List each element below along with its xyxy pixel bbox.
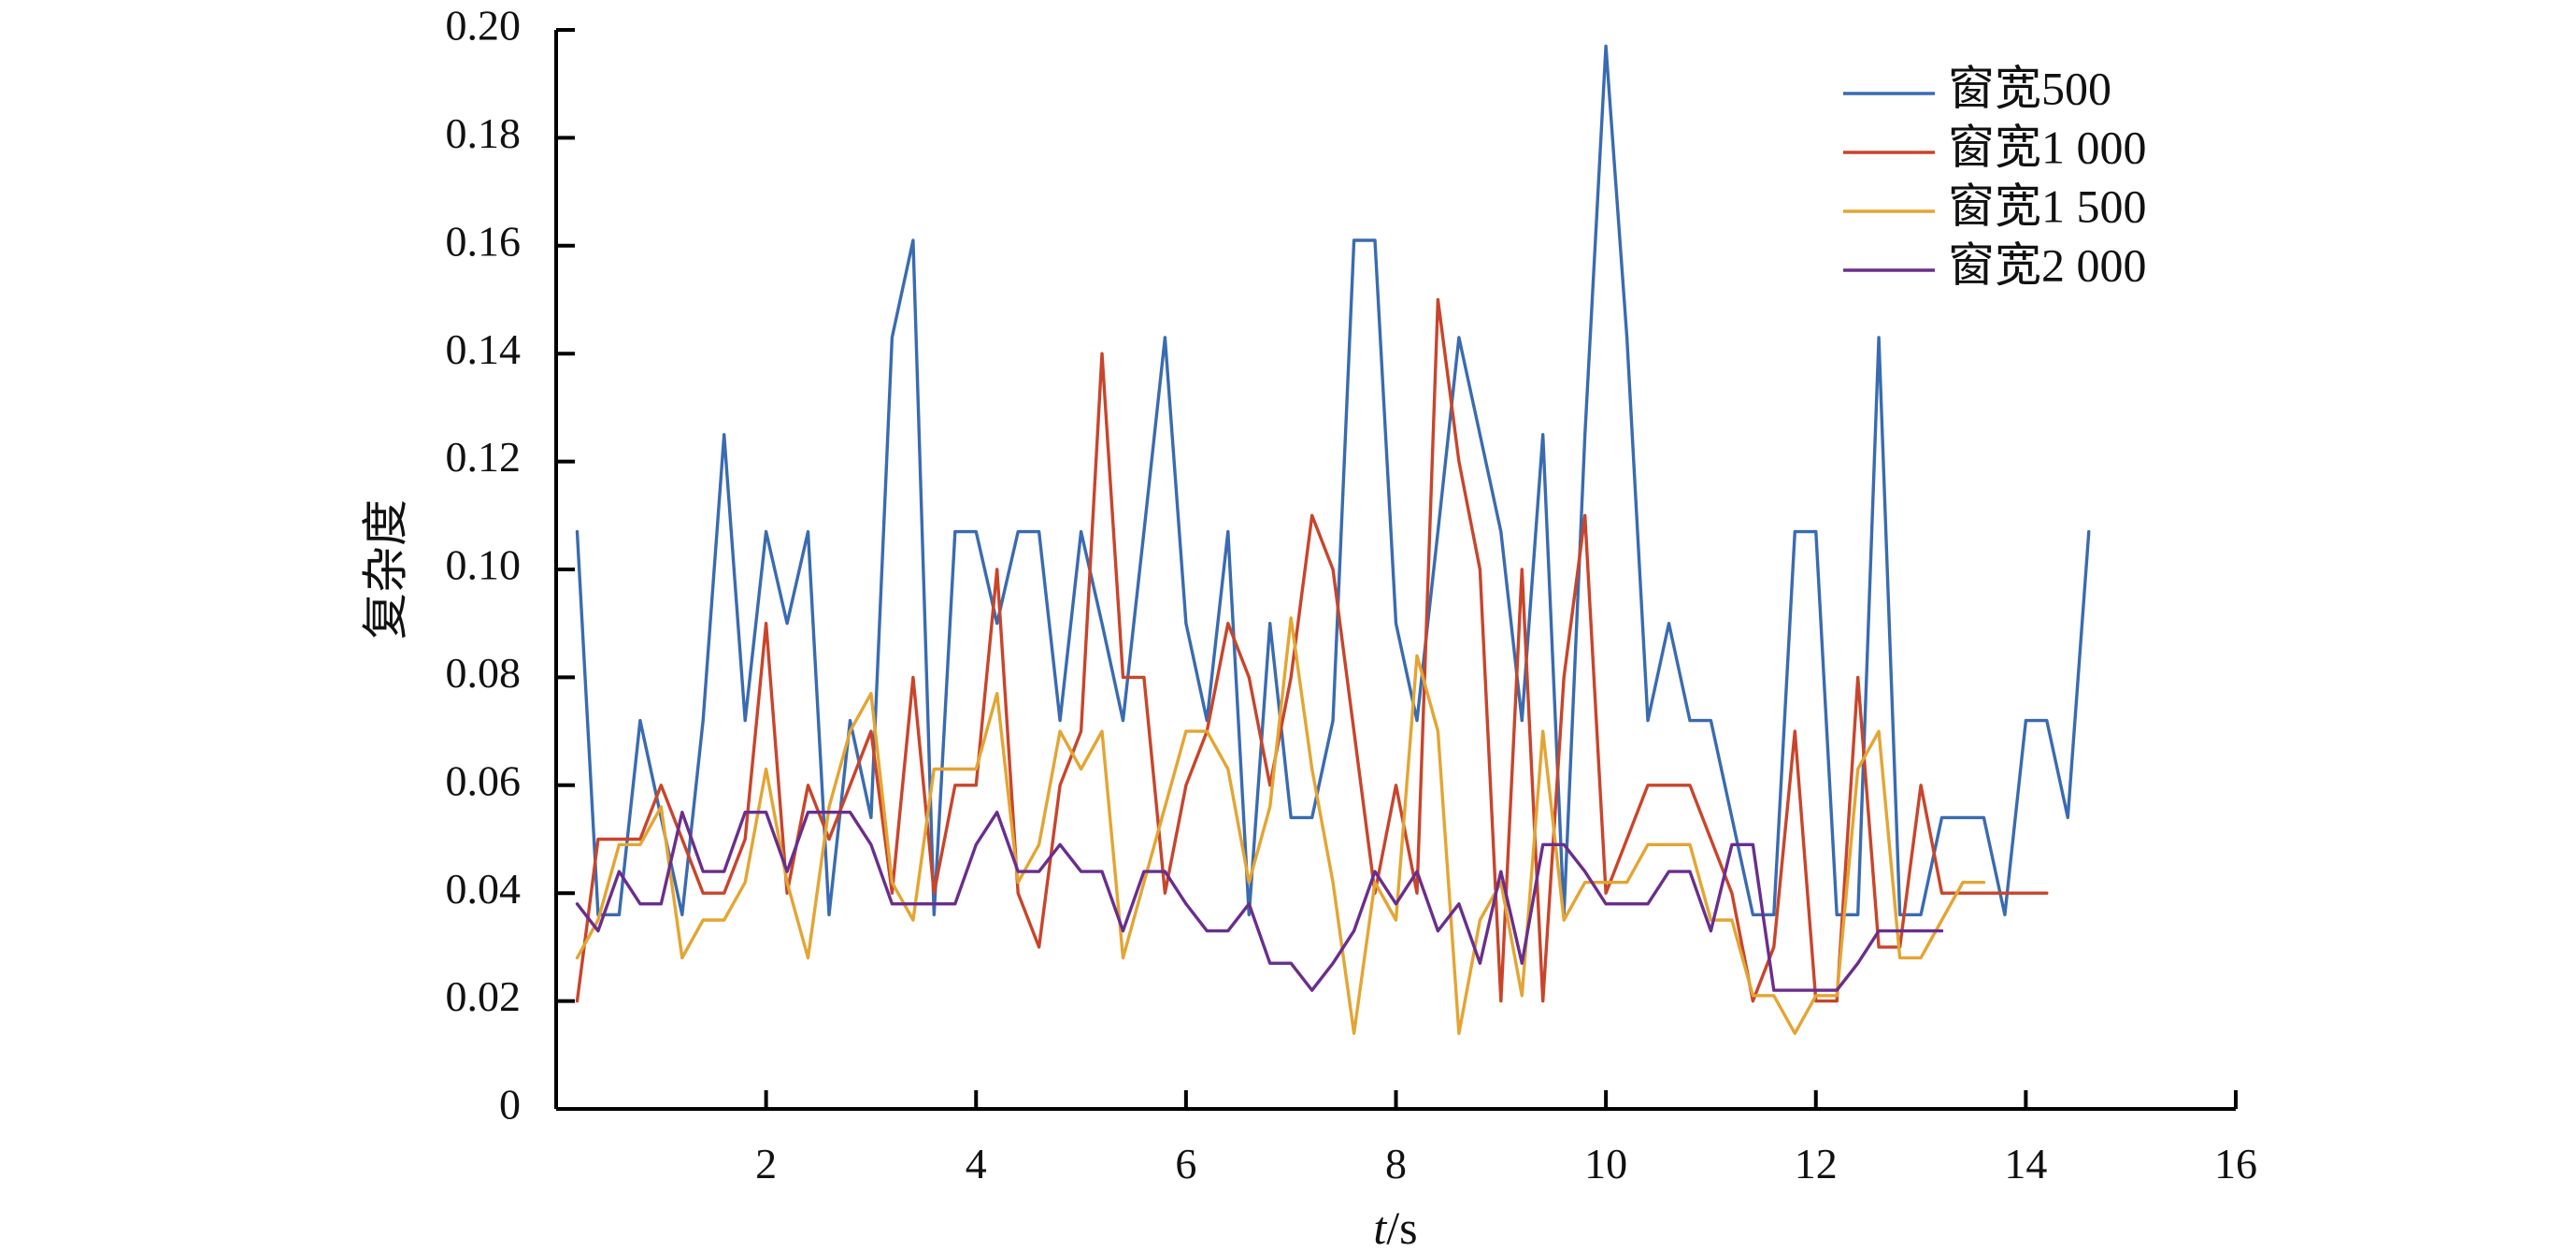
x-tick-label: 8 — [1385, 1140, 1407, 1187]
x-tick-label: 16 — [2214, 1140, 2257, 1187]
series-line-2 — [575, 297, 2049, 1003]
y-tick-label: 0.18 — [446, 109, 522, 157]
y-tick-label: 0.16 — [446, 217, 522, 265]
series-line-1 — [575, 44, 2091, 916]
y-tick-label: 0.14 — [446, 325, 522, 373]
y-ticks: 0 0.02 0.04 0.06 0.08 0.10 0.12 0.14 0.16 0.18 0.2… — [446, 2, 575, 1129]
series-lines — [575, 44, 2091, 1035]
x-axis-title: t/s — [1373, 1202, 1417, 1252]
legend-label: 窗宽1 000 — [1948, 121, 2147, 173]
legend: 窗宽500 窗宽1 000 窗宽1 500 窗宽2 000 — [1843, 62, 2147, 291]
legend-label: 窗宽1 500 — [1948, 180, 2147, 232]
y-tick-label: 0.06 — [446, 756, 522, 804]
series-line-4 — [575, 811, 1944, 992]
y-tick-label: 0.10 — [446, 541, 522, 589]
y-tick-label: 0.04 — [446, 865, 522, 913]
y-axis-title: 复杂度 — [359, 499, 411, 640]
x-tick-label: 4 — [966, 1140, 987, 1187]
y-tick-label: 0.02 — [446, 972, 522, 1020]
legend-label: 窗宽2 000 — [1948, 238, 2147, 291]
x-tick-label: 12 — [1795, 1140, 1838, 1187]
x-tick-label: 6 — [1175, 1140, 1196, 1187]
y-tick-label: 0.20 — [446, 2, 522, 50]
x-tick-label: 2 — [755, 1140, 777, 1187]
y-tick-label: 0 — [499, 1081, 521, 1129]
legend-label: 窗宽500 — [1948, 62, 2111, 114]
x-ticks: 2 4 6 8 10 12 14 16 — [755, 1090, 2257, 1187]
y-tick-label: 0.08 — [446, 649, 522, 697]
x-tick-label: 14 — [2004, 1140, 2047, 1187]
x-tick-label: 10 — [1584, 1140, 1627, 1187]
y-tick-label: 0.12 — [446, 433, 522, 481]
series-line-3 — [575, 616, 1986, 1035]
